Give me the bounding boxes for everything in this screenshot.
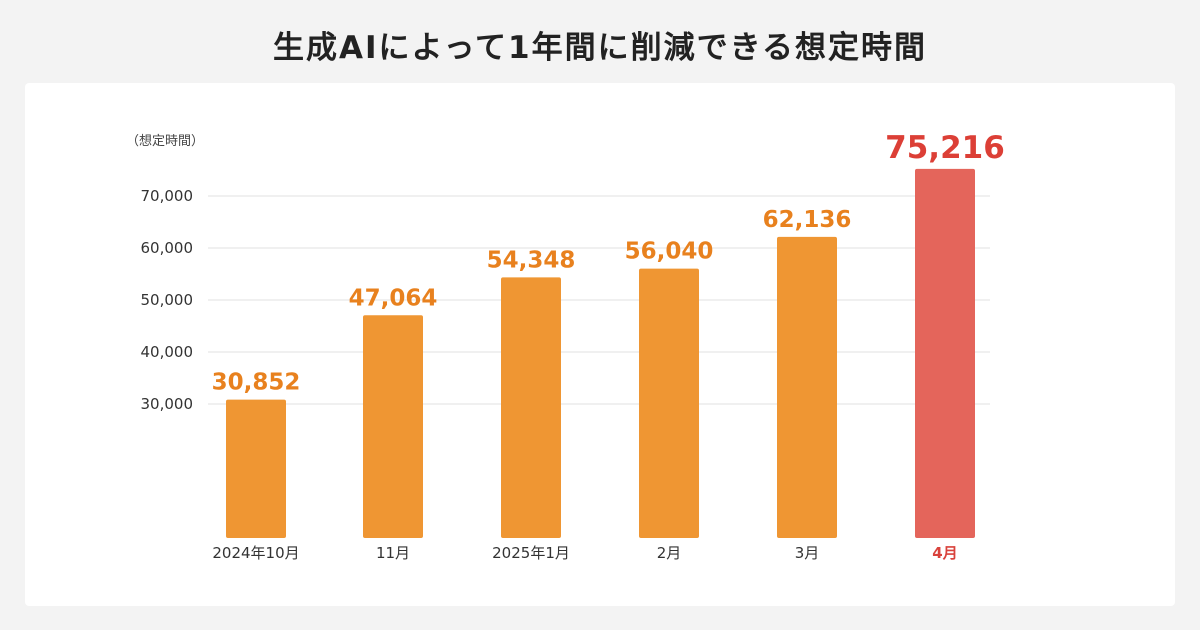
chart-title: 生成AIによって1年間に削減できる想定時間 — [273, 30, 927, 66]
y-tick-label: 40,000 — [141, 343, 194, 361]
y-tick-label: 70,000 — [141, 187, 194, 205]
bar — [226, 399, 286, 538]
y-tick-label: 60,000 — [141, 239, 194, 257]
x-category-label: 2024年10月 — [212, 544, 299, 562]
x-category-label: 2025年1月 — [492, 544, 570, 562]
y-axis-unit-label: （想定時間） — [126, 134, 205, 149]
bar — [363, 315, 423, 538]
bar — [639, 268, 699, 538]
bar-value-label: 62,136 — [763, 207, 852, 233]
bar-value-label: 47,064 — [349, 285, 438, 311]
bars — [226, 168, 975, 538]
bar-value-label: 30,852 — [212, 370, 301, 396]
bar — [777, 236, 837, 538]
y-tick-label: 50,000 — [141, 291, 194, 309]
y-tick-label: 30,000 — [141, 395, 194, 413]
category-labels: 2024年10月 11月 2025年1月 2月 3月 4月 — [212, 544, 957, 562]
x-category-label: 2月 — [657, 544, 682, 562]
chart-card — [25, 83, 1175, 606]
x-category-label: 4月 — [932, 544, 957, 562]
y-axis-ticks: 30,000 40,000 50,000 60,000 70,000 — [141, 187, 194, 413]
bar-value-label: 54,348 — [487, 247, 576, 273]
x-category-label: 11月 — [376, 544, 410, 562]
bar — [501, 277, 561, 538]
x-category-label: 3月 — [795, 544, 820, 562]
bar-value-label: 75,216 — [885, 130, 1005, 166]
value-labels: 30,852 47,064 54,348 56,040 62,136 75,216 — [212, 130, 1005, 396]
gridlines — [208, 195, 990, 405]
bar — [915, 168, 975, 538]
bar-value-label: 56,040 — [625, 239, 714, 265]
